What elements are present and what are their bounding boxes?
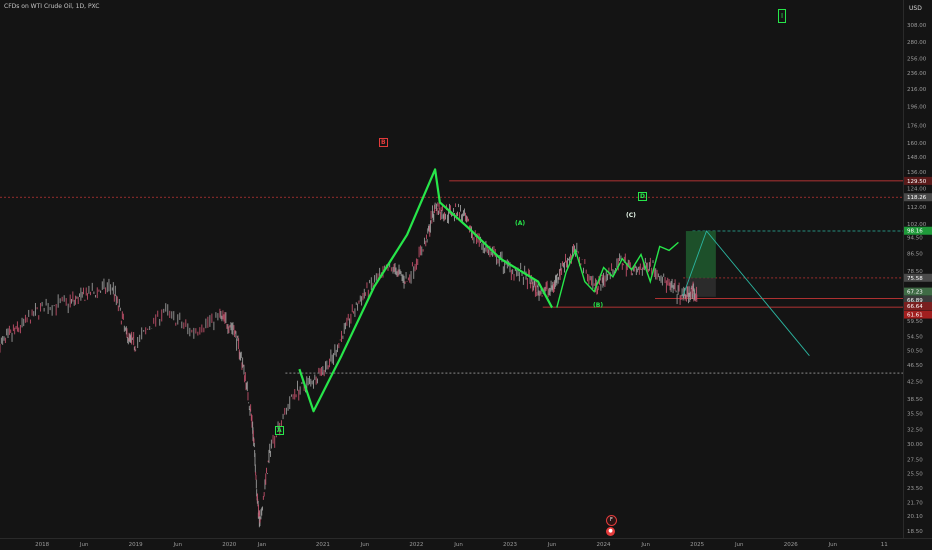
- price-tag-box: [904, 176, 932, 185]
- x-tick-label: 11: [881, 542, 888, 548]
- x-tick-label: 2022: [409, 542, 423, 548]
- y-tick-label: 54.50: [907, 335, 923, 341]
- y-tick-label: 32.50: [907, 428, 923, 434]
- wave-label-D: D: [638, 192, 647, 201]
- wave-path-minor: [556, 241, 679, 308]
- projection-path: [682, 230, 810, 356]
- y-tick-label: 124.00: [907, 187, 927, 193]
- price-tag-label: 67.23: [907, 290, 923, 296]
- wave-label-B: B: [379, 138, 388, 147]
- y-tick-label: 112.00: [907, 205, 927, 211]
- y-tick-label: 136.00: [907, 170, 927, 176]
- price-tag-label: 118.26: [907, 195, 927, 201]
- y-tick-label: 308.00: [907, 23, 927, 29]
- y-tick-label: 196.00: [907, 104, 927, 110]
- price-tag-label: 98.16: [907, 229, 923, 235]
- price-tag-label: 61.61: [907, 313, 923, 319]
- y-tick-label: 86.50: [907, 251, 923, 257]
- price-tag-label: 75.58: [907, 276, 923, 282]
- y-tick-label: 148.00: [907, 155, 927, 161]
- wave-label-I: I: [778, 9, 786, 23]
- x-tick-label: 2025: [690, 542, 704, 548]
- price-tag-label: 66.89: [907, 298, 923, 304]
- price-tag-box: [904, 226, 932, 235]
- x-tick-label: Jun: [828, 542, 838, 548]
- y-tick-label: 78.50: [907, 269, 923, 275]
- price-tag-box: [904, 287, 932, 296]
- wave-label-A: A: [275, 426, 284, 435]
- x-tick-label: Jun: [547, 542, 557, 548]
- y-tick-label: 256.00: [907, 56, 927, 62]
- y-tick-label: 30.00: [907, 442, 923, 448]
- x-tick-label: 2026: [784, 542, 798, 548]
- y-tick-label: 216.00: [907, 87, 927, 93]
- y-tick-label: 236.00: [907, 71, 927, 77]
- x-tick-label: 2018: [35, 542, 49, 548]
- y-tick-label: 21.70: [907, 500, 923, 506]
- event-marker-icon[interactable]: F: [606, 515, 617, 526]
- x-tick-label: 2024: [597, 542, 611, 548]
- wave-path-primary: [298, 168, 554, 413]
- price-tag-label: 66.64: [907, 304, 923, 310]
- y-tick-label: 42.50: [907, 379, 923, 385]
- x-tick-label: 2020: [222, 542, 236, 548]
- price-tag-box: [904, 193, 932, 202]
- target-zone: [685, 231, 716, 278]
- x-tick-label: Jun: [640, 542, 650, 548]
- x-tick-label: Jun: [79, 542, 89, 548]
- x-tick-label: Jun: [172, 542, 182, 548]
- dividend-marker-icon[interactable]: ●: [606, 527, 615, 536]
- x-tick-label: 2023: [503, 542, 517, 548]
- y-tick-label: 35.50: [907, 412, 923, 418]
- y-tick-label: 94.50: [907, 236, 923, 242]
- y-tick-label: 38.50: [907, 397, 923, 403]
- y-tick-label: 280.00: [907, 40, 927, 46]
- y-tick-label: 102.00: [907, 222, 927, 228]
- price-tag-box: [904, 295, 932, 304]
- y-tick-label: 27.50: [907, 458, 923, 464]
- wave-label-A-paren: (A): [515, 220, 526, 227]
- wave-label-C-paren: (C): [626, 212, 636, 219]
- wave-label-B-paren: (B): [593, 302, 604, 309]
- price-tag-label: 129.50: [907, 179, 927, 185]
- x-tick-label: Jun: [734, 542, 744, 548]
- price-tag-box: [904, 310, 932, 319]
- y-tick-label: 23.50: [907, 486, 923, 492]
- y-tick-label: 59.50: [907, 319, 923, 325]
- y-tick-label: 50.50: [907, 348, 923, 354]
- currency-label: USD: [909, 5, 922, 12]
- x-tick-label: Jun: [360, 542, 370, 548]
- price-tag-box: [904, 302, 932, 311]
- y-tick-label: 18.50: [907, 529, 923, 535]
- y-tick-label: 25.50: [907, 471, 923, 477]
- x-tick-label: Jun: [453, 542, 463, 548]
- y-tick-label: 176.00: [907, 124, 927, 130]
- y-tick-label: 46.50: [907, 363, 923, 369]
- x-tick-label: Jan: [257, 542, 267, 548]
- price-tag-box: [904, 273, 932, 282]
- x-tick-label: 2021: [316, 542, 330, 548]
- x-tick-label: 2019: [129, 542, 143, 548]
- chart-title: CFDs on WTI Crude Oil, 1D, PXC: [4, 3, 100, 10]
- y-tick-label: 20.10: [907, 514, 923, 520]
- y-tick-label: 160.00: [907, 141, 927, 147]
